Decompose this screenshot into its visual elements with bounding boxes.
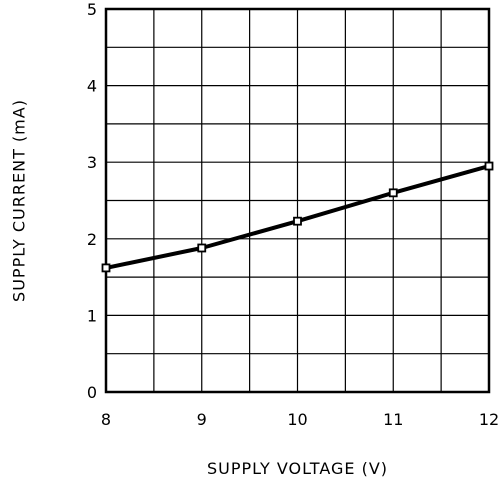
y-tick-label: 1 bbox=[87, 306, 97, 325]
data-point-marker bbox=[197, 243, 207, 253]
x-tick-labels: 8 9 10 11 12 bbox=[101, 410, 499, 429]
grid bbox=[106, 9, 489, 392]
y-axis-label: SUPPLY CURRENT (mA) bbox=[10, 99, 29, 302]
y-tick-label: 4 bbox=[87, 77, 97, 96]
x-tick-label: 11 bbox=[383, 410, 403, 429]
x-tick-label: 12 bbox=[479, 410, 499, 429]
x-tick-label: 10 bbox=[287, 410, 307, 429]
data-point-marker bbox=[484, 161, 494, 171]
x-tick-label: 9 bbox=[197, 410, 207, 429]
data-point-marker bbox=[388, 188, 398, 198]
data-point-marker bbox=[101, 263, 111, 273]
y-tick-label: 3 bbox=[87, 153, 97, 172]
y-tick-label: 2 bbox=[87, 230, 97, 249]
x-tick-label: 8 bbox=[101, 410, 111, 429]
y-tick-labels: 0 1 2 3 4 5 bbox=[87, 0, 97, 402]
x-axis-label: SUPPLY VOLTAGE (V) bbox=[207, 459, 388, 478]
series-group bbox=[101, 161, 494, 273]
data-point-marker bbox=[293, 216, 302, 226]
y-tick-label: 5 bbox=[87, 0, 97, 19]
plot-frame bbox=[104, 7, 491, 394]
y-tick-label: 0 bbox=[87, 383, 97, 402]
